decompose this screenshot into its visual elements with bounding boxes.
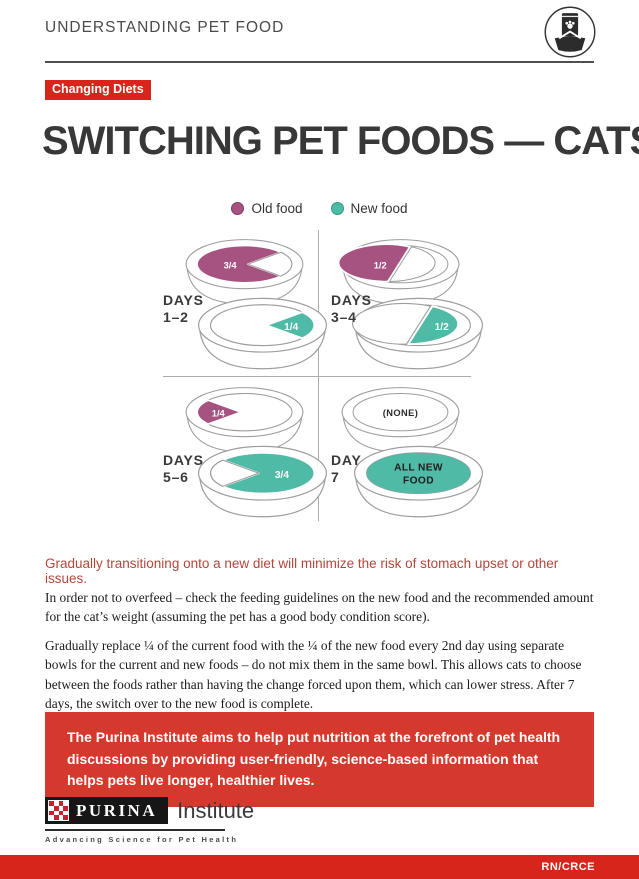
day-label: DAYS 3–4	[331, 292, 372, 325]
diagram-quadrant-day-7: DAY 7 (NONE) ALL NEW FOOD	[319, 376, 484, 524]
highlight-sentence: Gradually transitioning onto a new diet …	[45, 556, 559, 586]
legend-item-old-food: Old food	[231, 201, 303, 216]
page-title: SWITCHING PET FOODS — CATS	[42, 119, 639, 163]
header-kicker: UNDERSTANDING PET FOOD	[45, 19, 285, 36]
bowl-new-food: 1/2	[349, 290, 488, 372]
day-label: DAYS 5–6	[163, 452, 204, 485]
diagram-vertical-divider	[318, 230, 319, 521]
svg-text:1/4: 1/4	[212, 408, 226, 418]
transition-schedule-diagram: DAYS 1–2 3/4 1/4 DAYS 3–4 1/2 1/2 DAYS 5–6 1/4 3/4 D…	[163, 228, 484, 524]
brand-tagline: Advancing Science for Pet Health	[45, 835, 239, 844]
new-food-swatch	[330, 202, 344, 215]
bowl-old-food: 3/4	[181, 232, 308, 307]
brand-suffix: Institute	[177, 798, 255, 823]
svg-text:3/4: 3/4	[275, 470, 289, 481]
purina-checkerboard-icon	[48, 800, 69, 821]
svg-text:3/4: 3/4	[224, 260, 238, 270]
legend-label-new: New food	[350, 201, 408, 216]
purina-institute-logo: PURINA Institute Advancing Science for P…	[45, 797, 254, 844]
legend-label-old: Old food	[251, 201, 303, 216]
day-label: DAY 7	[331, 452, 362, 485]
footer-bar: RN/CRCE	[0, 855, 639, 879]
svg-text:1/2: 1/2	[374, 260, 387, 270]
purina-institute-callout: The Purina Institute aims to help put nu…	[45, 712, 594, 808]
svg-text:1/4: 1/4	[284, 322, 298, 333]
day-label: DAYS 1–2	[163, 292, 204, 325]
document-code: RN/CRCE	[541, 861, 595, 873]
svg-text:1/2: 1/2	[435, 322, 449, 333]
purina-wordmark: PURINA	[45, 797, 169, 824]
old-food-swatch	[231, 202, 245, 215]
paragraph: In order not to overfeed – check the fee…	[45, 590, 594, 625]
bowl-old-food: 1/4	[181, 380, 308, 455]
header-divider	[45, 61, 594, 63]
legend: Old food New food	[0, 201, 639, 216]
bowl-old-food: (NONE)	[337, 380, 464, 455]
legend-item-new-food: New food	[330, 201, 408, 216]
brand-name: PURINA	[76, 800, 158, 820]
diagram-horizontal-divider	[163, 376, 471, 377]
bowl-new-food: 3/4	[193, 438, 332, 520]
logo-divider	[45, 829, 225, 831]
diagram-quadrant-days-3–4: DAYS 3–4 1/2 1/2	[319, 228, 484, 376]
bowl-new-food: 1/4	[193, 290, 332, 372]
svg-text:FOOD: FOOD	[403, 475, 434, 486]
category-badge: Changing Diets	[45, 80, 151, 100]
bowl-old-food: 1/2	[337, 232, 464, 307]
bowl-new-food: ALL NEW FOOD	[349, 438, 488, 520]
diagram-quadrant-days-1–2: DAYS 1–2 3/4 1/4	[163, 228, 328, 376]
pet-food-bag-and-bowl-icon	[543, 5, 597, 59]
svg-text:(NONE): (NONE)	[383, 408, 419, 418]
svg-text:ALL NEW: ALL NEW	[394, 462, 443, 473]
diagram-quadrant-days-5–6: DAYS 5–6 1/4 3/4	[163, 376, 328, 524]
paragraph: Gradually replace ¼ of the current food …	[45, 637, 582, 712]
